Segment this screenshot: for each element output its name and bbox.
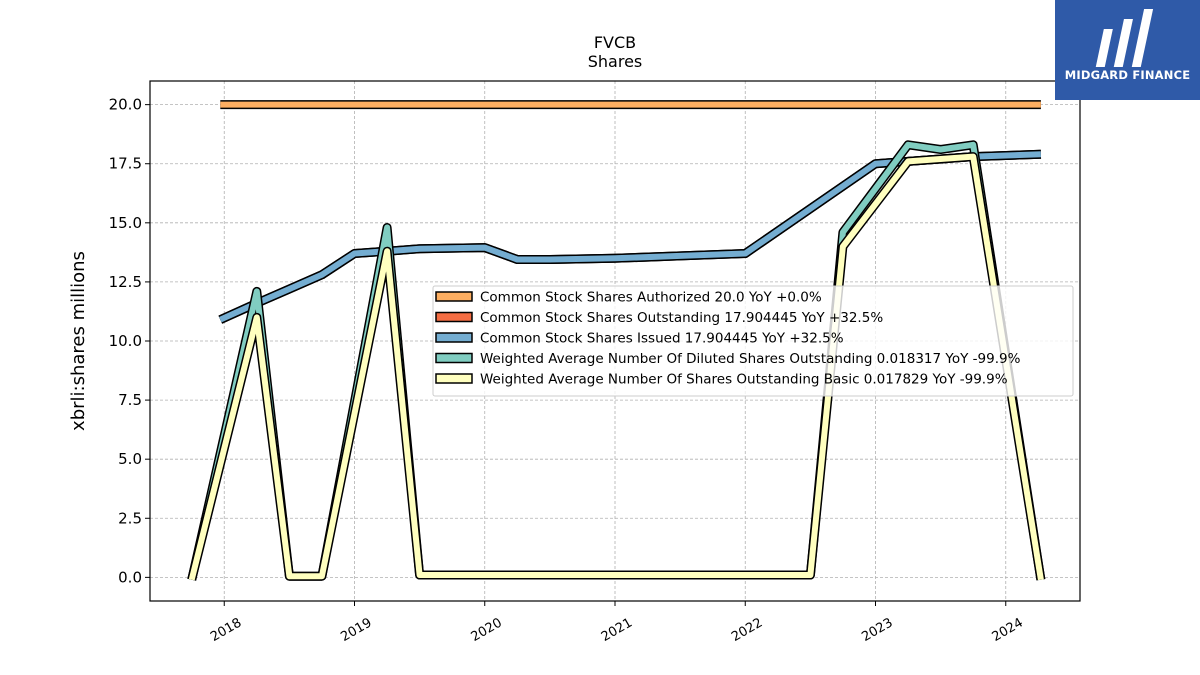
legend-swatch [435, 352, 473, 364]
legend-label: Weighted Average Number Of Diluted Share… [480, 351, 1021, 367]
y-tick-label: 0.0 [118, 568, 142, 586]
y-tick-label: 17.5 [109, 155, 142, 173]
series-lines [187, 100, 1046, 581]
chart-title: FVCB [594, 33, 636, 52]
y-tick-label: 7.5 [118, 391, 142, 409]
y-tick-label: 2.5 [118, 509, 142, 527]
x-tick-label: 2019 [338, 615, 374, 645]
midgard-finance-logo: MIDGARD FINANCE [1055, 0, 1200, 100]
y-tick-label: 10.0 [109, 332, 142, 350]
legend-box [432, 285, 1074, 397]
legend-item: Weighted Average Number Of Shares Outsta… [435, 372, 1008, 388]
legend-label: Common Stock Shares Authorized 20.0 YoY … [480, 290, 822, 306]
legend-item: Common Stock Shares Outstanding 17.90444… [435, 310, 883, 326]
y-tick-label: 12.5 [109, 273, 142, 291]
legend: Common Stock Shares Authorized 20.0 YoY … [432, 285, 1074, 397]
y-axis-label: xbrli:shares millions [68, 251, 89, 431]
y-ticks: 0.0 2.5 5.0 7.5 10.0 12.5 15.0 17.5 20.0 [109, 96, 150, 586]
legend-label: Weighted Average Number Of Shares Outsta… [480, 372, 1008, 388]
series-line [188, 153, 1044, 581]
legend-label: Common Stock Shares Issued 17.904445 YoY… [480, 331, 844, 347]
x-tick-label: 2020 [469, 615, 505, 645]
legend-item: Common Stock Shares Authorized 20.0 YoY … [435, 290, 822, 306]
series-4 [187, 152, 1046, 581]
x-ticks: 2018 2019 2020 2021 2022 2023 2024 [208, 601, 1026, 645]
legend-label: Common Stock Shares Outstanding 17.90444… [480, 310, 883, 326]
y-tick-label: 15.0 [109, 214, 142, 232]
legend-item: Common Stock Shares Issued 17.904445 YoY… [435, 331, 844, 347]
legend-swatch [435, 373, 473, 384]
x-tick-label: 2021 [599, 615, 635, 645]
x-tick-label: 2022 [729, 615, 765, 645]
logo-mark-icon [1095, 9, 1154, 67]
chart-subtitle: Shares [588, 52, 643, 71]
x-tick-label: 2018 [208, 615, 244, 645]
y-tick-label: 5.0 [118, 450, 142, 468]
y-tick-label: 20.0 [109, 96, 142, 114]
legend-swatch [435, 311, 473, 323]
legend-item: Weighted Average Number Of Diluted Share… [435, 351, 1021, 367]
legend-swatch [435, 291, 473, 302]
legend-swatch [435, 332, 473, 343]
logo-text: MIDGARD FINANCE [1064, 68, 1191, 82]
x-tick-label: 2024 [990, 615, 1026, 645]
x-tick-label: 2023 [859, 615, 895, 645]
